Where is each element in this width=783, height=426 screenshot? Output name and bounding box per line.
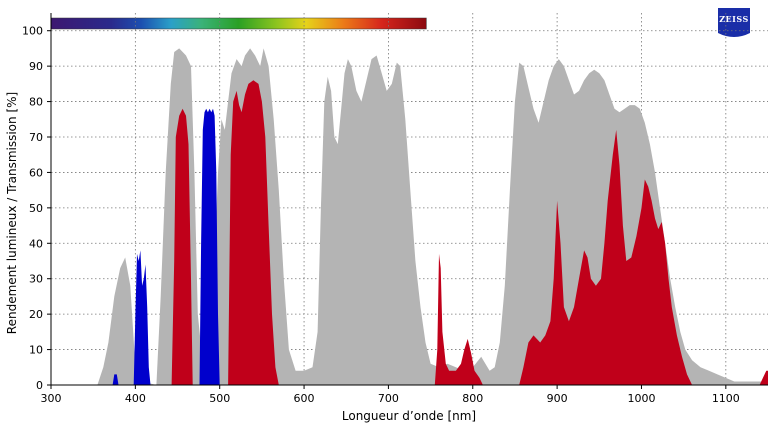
series-area-2 — [112, 108, 220, 385]
y-tick-label: 0 — [36, 379, 43, 392]
zeiss-logo-text: ZEISS — [719, 14, 749, 24]
x-tick-label: 1000 — [627, 392, 655, 405]
x-tick-label: 500 — [209, 392, 230, 405]
y-tick-label: 50 — [29, 202, 43, 215]
y-tick-label: 20 — [29, 308, 43, 321]
x-tick-label: 600 — [294, 392, 315, 405]
x-tick-label: 400 — [125, 392, 146, 405]
x-tick-label: 1100 — [712, 392, 740, 405]
y-tick-label: 60 — [29, 166, 43, 179]
x-tick-label: 300 — [41, 392, 62, 405]
y-tick-label: 100 — [22, 25, 43, 38]
y-tick-label: 10 — [29, 344, 43, 357]
x-tick-label: 800 — [462, 392, 483, 405]
y-tick-label: 30 — [29, 273, 43, 286]
series-areas — [97, 48, 769, 386]
x-axis-title: Longueur d’onde [nm] — [342, 409, 476, 423]
series-area-1 — [171, 80, 769, 386]
x-tick-label: 900 — [547, 392, 568, 405]
zeiss-logo: ZEISS — [718, 8, 750, 37]
x-tick-label: 700 — [378, 392, 399, 405]
spectrum-bar — [50, 17, 427, 30]
y-axis-title: Rendement lumineux / Transmission [%] — [5, 92, 19, 334]
y-tick-label: 70 — [29, 131, 43, 144]
axes: 0 10 20 30 40 50 60 70 80 90 100 300 400 500 600 700 800… — [22, 13, 768, 405]
y-tick-label: 40 — [29, 237, 43, 250]
y-tick-label: 80 — [29, 96, 43, 109]
y-tick-label: 90 — [29, 60, 43, 73]
